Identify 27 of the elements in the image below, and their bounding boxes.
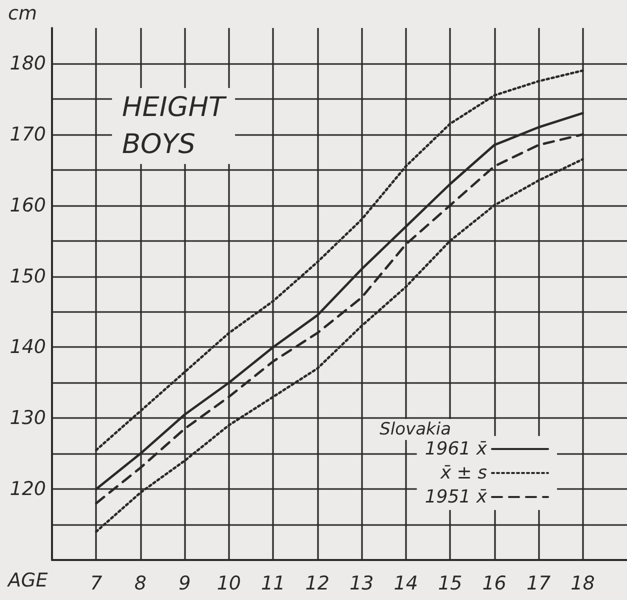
x-tick-label: 14 bbox=[394, 572, 418, 594]
x-tick-label: 17 bbox=[526, 572, 551, 594]
y-tick-label: 140 bbox=[10, 336, 46, 358]
text: HEIGHT bbox=[122, 92, 228, 123]
x-tick-label: 11 bbox=[261, 572, 286, 594]
y-tick-label: 130 bbox=[10, 407, 46, 430]
legend-title: Slovakia bbox=[380, 420, 452, 440]
x-tick-label: 10 bbox=[216, 572, 242, 594]
y-axis-title: cm bbox=[8, 2, 37, 24]
x-tick-label: 18 bbox=[570, 572, 595, 594]
x-axis-title: AGE bbox=[6, 570, 48, 592]
legend-label: 1961 x̄ bbox=[424, 438, 488, 460]
x-tick-label: 9 bbox=[178, 572, 191, 594]
x-tick-label: 12 bbox=[305, 572, 330, 594]
x-tick-label: 13 bbox=[350, 572, 374, 594]
x-tick-label: 7 bbox=[90, 572, 102, 594]
x-tick-label: 8 bbox=[134, 572, 147, 594]
x-tick-label: 15 bbox=[438, 572, 462, 594]
x-tick-label: 16 bbox=[482, 572, 506, 594]
y-tick-label: 120 bbox=[10, 478, 46, 500]
y-tick-label: 180 bbox=[10, 52, 46, 74]
legend-label: 1951 x̄ bbox=[424, 486, 488, 508]
y-tick-label: 150 bbox=[10, 265, 46, 288]
text: BOYS bbox=[122, 129, 196, 160]
y-tick-label: 170 bbox=[10, 123, 46, 146]
y-tick-label: 160 bbox=[10, 194, 46, 216]
legend-label: x̄ ± s bbox=[439, 462, 487, 484]
